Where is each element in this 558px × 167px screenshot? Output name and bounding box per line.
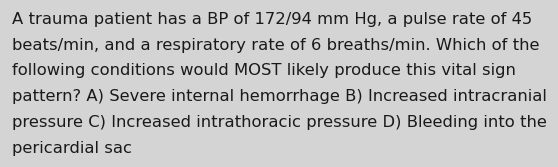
Text: pressure C) Increased intrathoracic pressure D) Bleeding into the: pressure C) Increased intrathoracic pres… — [12, 115, 547, 130]
Text: following conditions would MOST likely produce this vital sign: following conditions would MOST likely p… — [12, 63, 516, 78]
Text: A trauma patient has a BP of 172/94 mm Hg, a pulse rate of 45: A trauma patient has a BP of 172/94 mm H… — [12, 12, 532, 27]
Text: beats/min, and a respiratory rate of 6 breaths/min. Which of the: beats/min, and a respiratory rate of 6 b… — [12, 38, 540, 53]
Text: pattern? A) Severe internal hemorrhage B) Increased intracranial: pattern? A) Severe internal hemorrhage B… — [12, 89, 547, 104]
Text: pericardial sac: pericardial sac — [12, 141, 132, 156]
